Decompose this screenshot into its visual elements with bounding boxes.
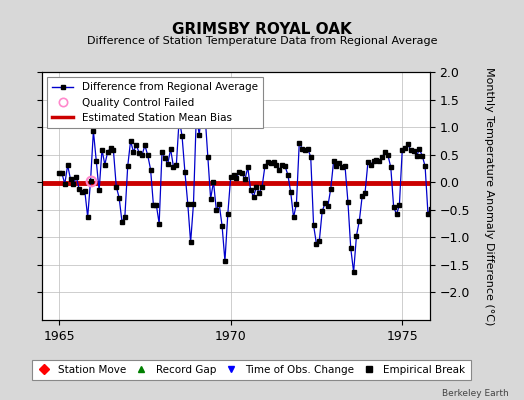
Legend: Difference from Regional Average, Quality Control Failed, Estimated Station Mean: Difference from Regional Average, Qualit… <box>47 77 263 128</box>
Y-axis label: Monthly Temperature Anomaly Difference (°C): Monthly Temperature Anomaly Difference (… <box>484 67 494 325</box>
Text: Berkeley Earth: Berkeley Earth <box>442 389 508 398</box>
Legend: Station Move, Record Gap, Time of Obs. Change, Empirical Break: Station Move, Record Gap, Time of Obs. C… <box>32 360 471 380</box>
Text: Difference of Station Temperature Data from Regional Average: Difference of Station Temperature Data f… <box>87 36 437 46</box>
Text: GRIMSBY ROYAL OAK: GRIMSBY ROYAL OAK <box>172 22 352 37</box>
